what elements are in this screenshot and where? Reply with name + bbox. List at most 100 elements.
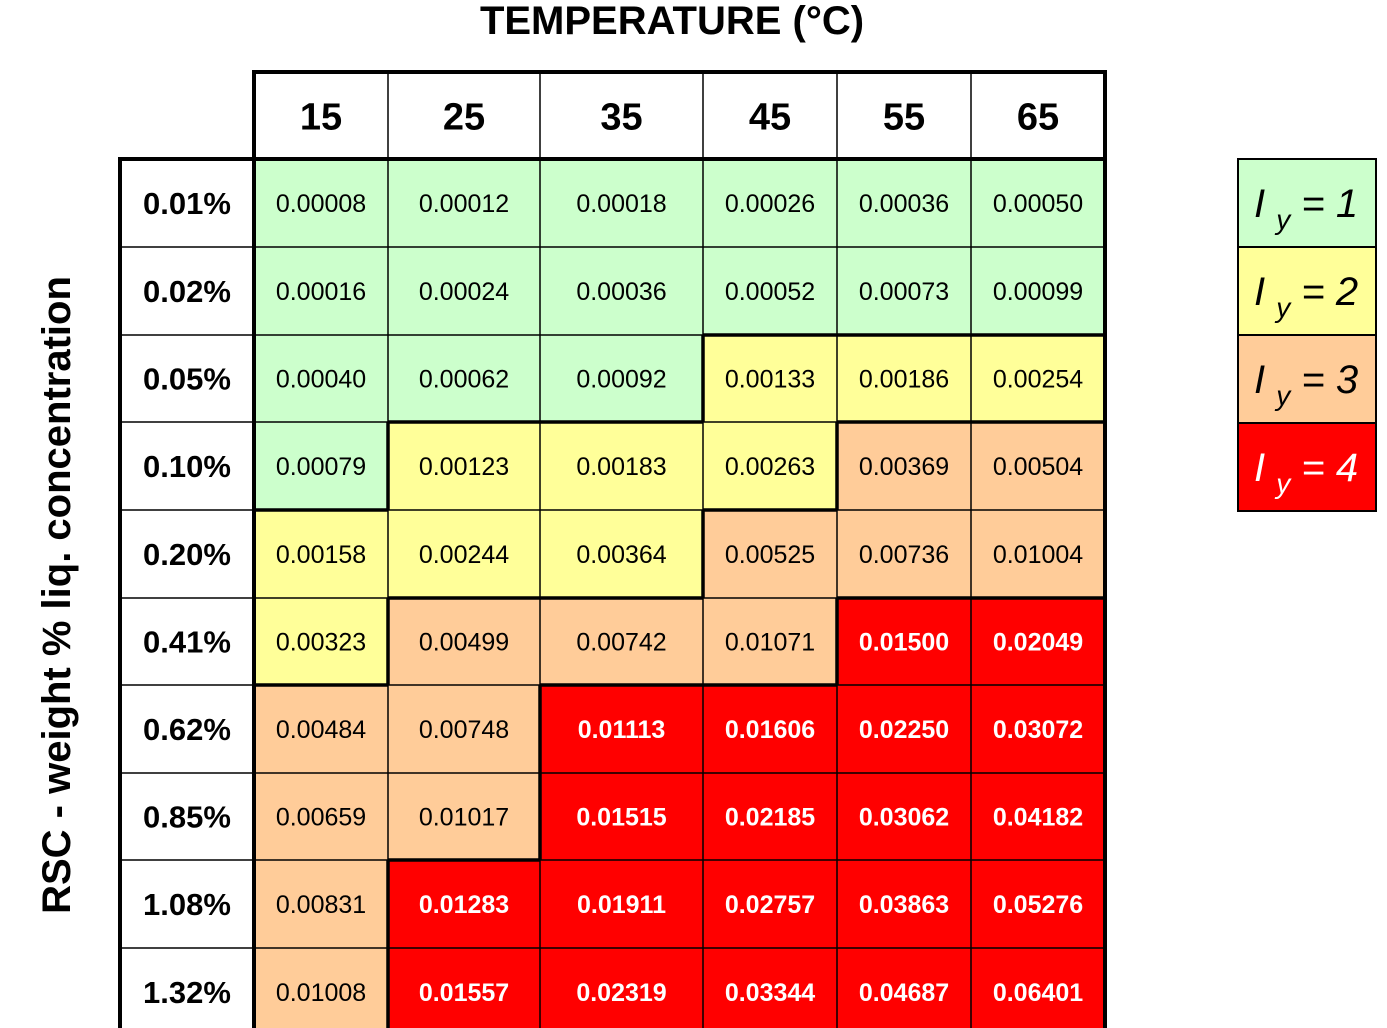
cell-value-label: 0.00036 — [576, 278, 666, 306]
cell-value-label: 0.00050 — [993, 190, 1083, 218]
heatmap-cell — [254, 422, 388, 510]
heatmap-cells — [120, 72, 1105, 1028]
cell-value-label: 0.00263 — [725, 453, 815, 481]
cell-value-label: 0.00504 — [993, 453, 1083, 481]
cell-value-label: 0.00499 — [419, 629, 509, 657]
heatmap-cell — [540, 335, 703, 422]
heatmap-cell — [254, 598, 388, 685]
heatmap-cell — [837, 860, 971, 948]
cell-value-label: 0.04687 — [859, 979, 949, 1007]
heatmap-cell — [837, 422, 971, 510]
cell-value-label: 0.01500 — [859, 629, 949, 657]
cell-value-label: 0.00073 — [859, 278, 949, 306]
cell-value-label: 0.00079 — [276, 453, 366, 481]
heatmap-cell — [388, 422, 540, 510]
heatmap-cell — [971, 948, 1105, 1028]
heatmap-cell — [388, 860, 540, 948]
legend-label: I y = 4 — [1254, 446, 1358, 499]
column-header: 45 — [749, 97, 791, 139]
heatmap-cell — [837, 948, 971, 1028]
cell-value-label: 0.04182 — [993, 804, 1083, 832]
column-header: 15 — [300, 97, 342, 139]
cell-value-label: 0.00012 — [419, 190, 509, 218]
cell-value-label: 0.02319 — [576, 979, 666, 1007]
heatmap-cell — [388, 685, 540, 773]
cell-value-label: 0.03062 — [859, 804, 949, 832]
cell-value-label: 0.00364 — [576, 541, 666, 569]
heatmap-cell — [388, 159, 540, 247]
cell-value-label: 0.00158 — [276, 541, 366, 569]
row-label: 1.08% — [143, 887, 231, 922]
cell-value-label: 0.00748 — [419, 716, 509, 744]
cell-value-label: 0.00254 — [993, 366, 1083, 394]
heatmap-cell — [540, 247, 703, 335]
cell-value-label: 0.00831 — [276, 891, 366, 919]
cell-value-label: 0.02757 — [725, 891, 815, 919]
cell-value-label: 0.00123 — [419, 453, 509, 481]
heatmap-cell — [388, 247, 540, 335]
heatmap-cell — [254, 860, 388, 948]
header-background — [254, 72, 1105, 159]
cell-value-label: 0.02049 — [993, 629, 1083, 657]
row-label: 0.01% — [143, 186, 231, 221]
cell-value-label: 0.00369 — [859, 453, 949, 481]
legend-swatch — [1237, 422, 1377, 512]
heatmap-cell — [703, 159, 837, 247]
heatmap-cell — [971, 247, 1105, 335]
heatmap-cell — [540, 948, 703, 1028]
cell-value-label: 0.01071 — [725, 629, 815, 657]
heatmap-cell — [388, 948, 540, 1028]
heatmap-cell — [837, 159, 971, 247]
column-header: 65 — [1017, 97, 1059, 139]
cell-value-label: 0.00484 — [276, 716, 366, 744]
heatmap-cell — [254, 247, 388, 335]
cell-value-label: 0.05276 — [993, 891, 1083, 919]
legend-swatch — [1237, 158, 1377, 248]
cell-value-label: 0.03344 — [725, 979, 815, 1007]
cell-value-label: 0.00186 — [859, 366, 949, 394]
heatmap-cell — [540, 685, 703, 773]
heatmap-cell — [971, 598, 1105, 685]
heatmap-cell — [254, 773, 388, 860]
legend-swatch — [1237, 334, 1377, 424]
heatmap-cell — [971, 159, 1105, 247]
heatmap-cell — [971, 422, 1105, 510]
heatmap-cell — [254, 159, 388, 247]
heatmap-cell — [971, 685, 1105, 773]
cell-value-label: 0.03863 — [859, 891, 949, 919]
heatmap-cell — [703, 510, 837, 598]
heatmap-cell — [837, 598, 971, 685]
row-label: 0.62% — [143, 712, 231, 747]
heatmap-cell — [703, 860, 837, 948]
cell-value-label: 0.03072 — [993, 716, 1083, 744]
row-label: 1.32% — [143, 975, 231, 1010]
heatmap-cell — [388, 598, 540, 685]
cell-value-label: 0.01113 — [578, 716, 666, 744]
cell-value-labels: 0.00008 0.00012 0.00018 0.00026 0.00036 0.000… — [276, 190, 1083, 1007]
legend-label: I y = 3 — [1254, 358, 1358, 411]
chart-title: TEMPERATURE (°C) — [480, 0, 864, 43]
row-label-background — [120, 159, 254, 1028]
cell-value-label: 0.00323 — [276, 629, 366, 657]
heatmap-cell — [540, 422, 703, 510]
heatmap-cell — [703, 948, 837, 1028]
cell-value-label: 0.02250 — [859, 716, 949, 744]
heatmap-cell — [254, 948, 388, 1028]
column-header: 25 — [443, 97, 485, 139]
heatmap-cell — [388, 335, 540, 422]
heatmap-cell — [703, 685, 837, 773]
cell-value-label: 0.00018 — [576, 190, 666, 218]
cell-value-label: 0.01515 — [576, 804, 666, 832]
heatmap-cell — [837, 773, 971, 860]
row-label: 0.10% — [143, 449, 231, 484]
heatmap-cell — [837, 510, 971, 598]
cell-value-label: 0.00525 — [725, 541, 815, 569]
cell-value-label: 0.00742 — [576, 629, 666, 657]
heatmap-cell — [540, 773, 703, 860]
heatmap-cell — [971, 773, 1105, 860]
cell-value-label: 0.00036 — [859, 190, 949, 218]
grid-lines — [118, 70, 1107, 1028]
heatmap-cell — [837, 335, 971, 422]
heatmap-cell — [703, 598, 837, 685]
heatmap-cell — [703, 773, 837, 860]
